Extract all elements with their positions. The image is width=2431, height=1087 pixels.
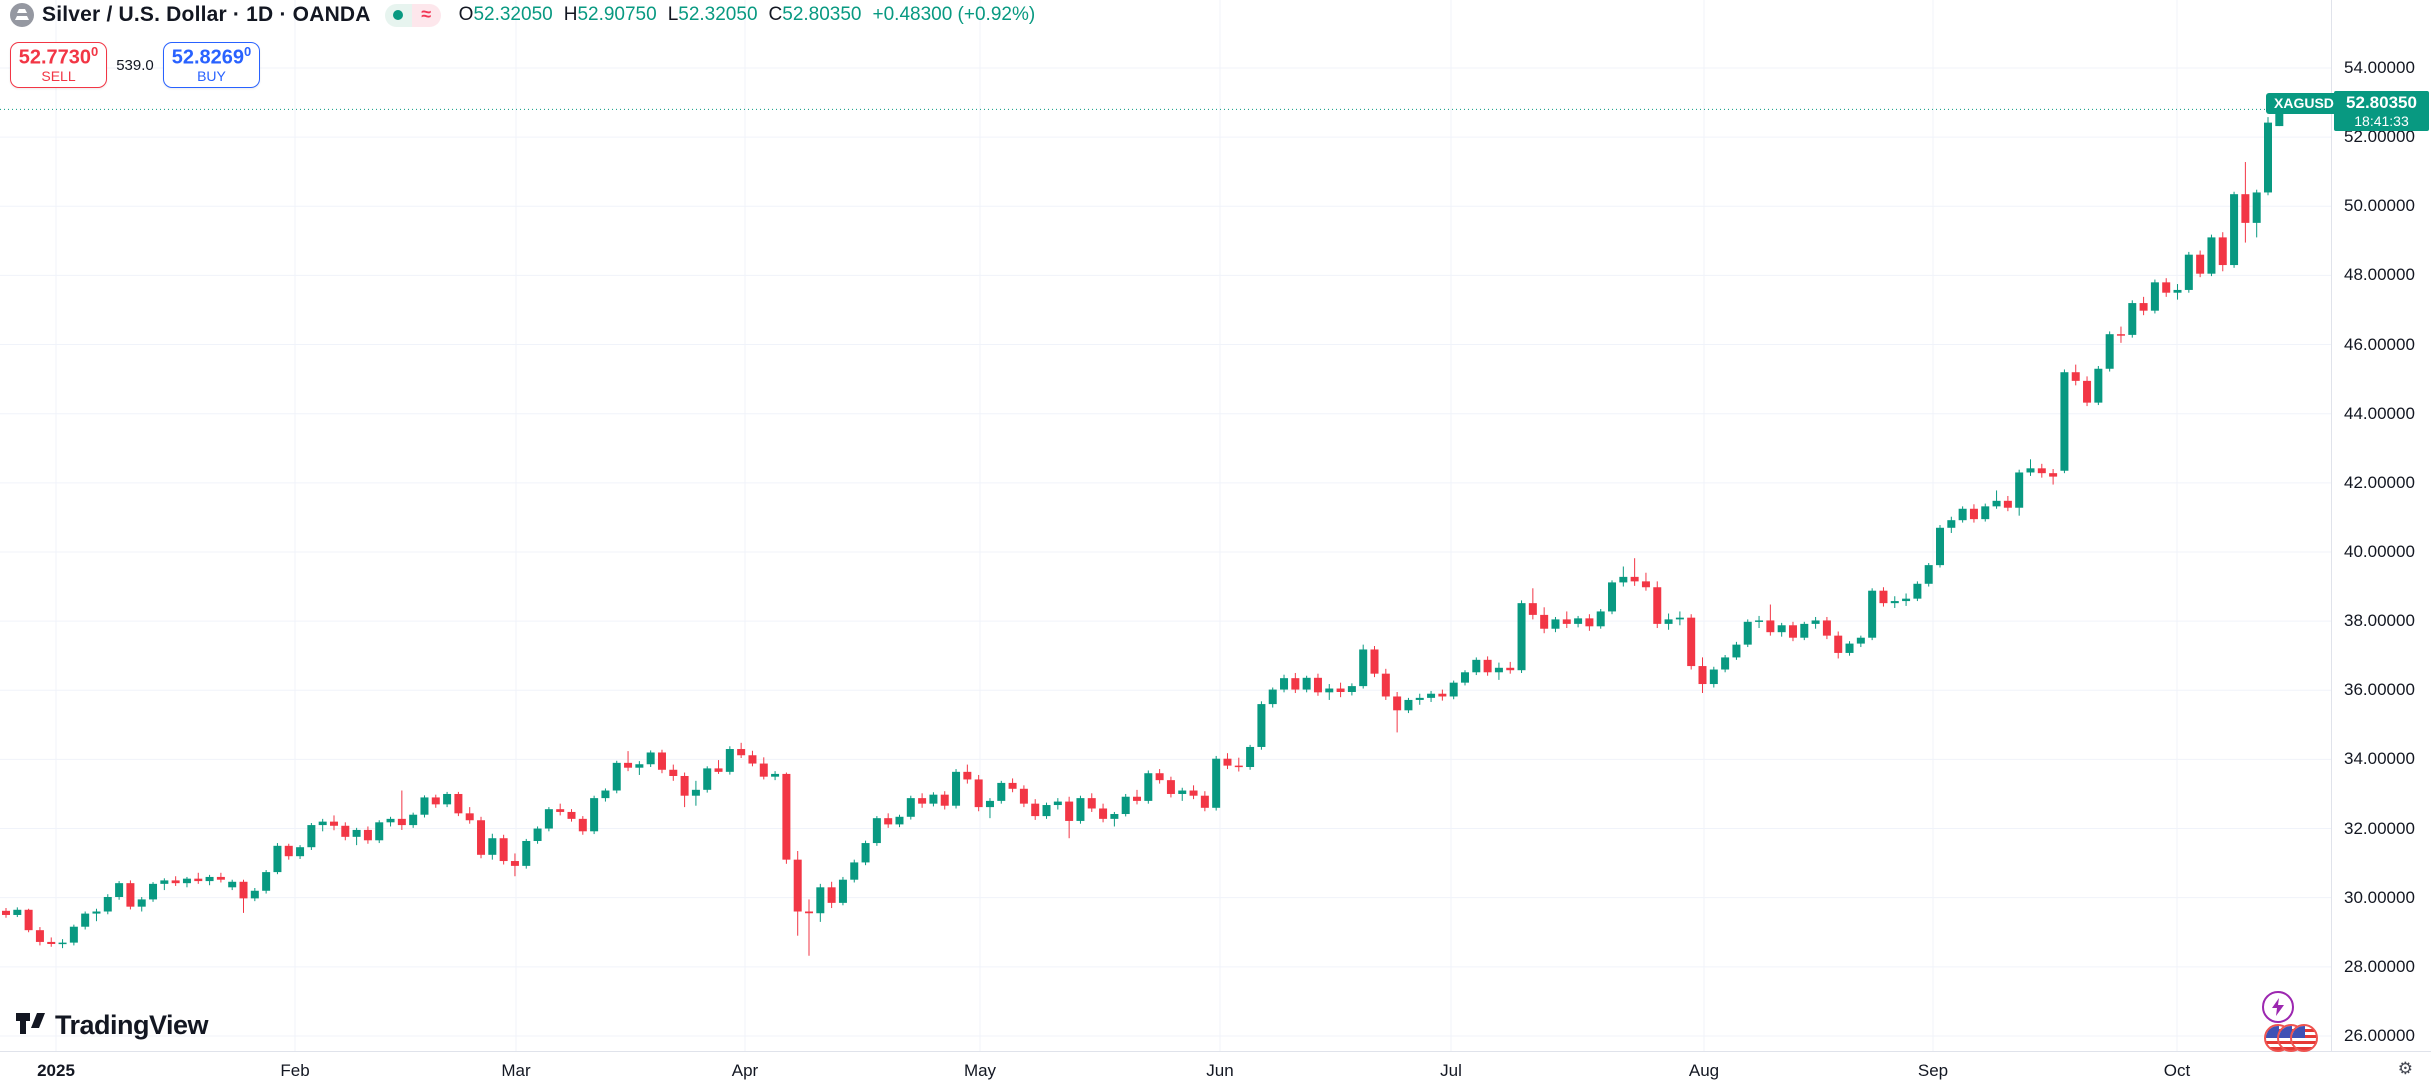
- time-tick: May: [963, 1061, 997, 1080]
- trade-panel: 52.77300 SELL 539.0 52.82690 BUY: [10, 42, 260, 88]
- price-tick: 54.00000: [2344, 58, 2415, 77]
- price-tick: 36.00000: [2344, 680, 2415, 700]
- close-value: C52.80350: [768, 4, 862, 25]
- spread-value: 539.0: [116, 56, 154, 74]
- price-tick: 32.00000: [2344, 818, 2415, 838]
- bar-countdown: 18:41:33: [2354, 113, 2409, 130]
- time-tick: 2025: [37, 1061, 75, 1080]
- instant-trading-bolt-icon[interactable]: [2262, 991, 2294, 1023]
- time-tick: Apr: [731, 1061, 759, 1080]
- last-price-label: 52.80350 18:41:33: [2334, 91, 2429, 132]
- time-tick: Aug: [1688, 1061, 1720, 1080]
- us-flag-icon: [2290, 1024, 2318, 1052]
- price-tick: 44.00000: [2344, 403, 2415, 423]
- sell-button[interactable]: 52.77300 SELL: [10, 42, 107, 88]
- price-tick: 26.00000: [2344, 1025, 2415, 1045]
- open-value: O52.32050: [458, 4, 553, 25]
- price-tick: 50.00000: [2344, 196, 2415, 216]
- price-axis[interactable]: 54.00000 52.00000 50.00000 48.00000 46.00000…: [2331, 0, 2431, 1051]
- tradingview-logo-icon: [16, 1013, 45, 1034]
- price-tick: 30.00000: [2344, 887, 2415, 907]
- price-tick: 38.00000: [2344, 611, 2415, 631]
- candlestick-chart[interactable]: [0, 0, 2331, 1051]
- time-tick: Sep: [1917, 1061, 1949, 1080]
- market-open-dot-icon[interactable]: [384, 3, 412, 27]
- price-tick: 48.00000: [2344, 265, 2415, 285]
- axis-settings-gear-icon[interactable]: ⚙: [2397, 1059, 2413, 1078]
- price-tick: 40.00000: [2344, 541, 2415, 561]
- price-tick: 52.00000: [2344, 127, 2415, 147]
- tradingview-logo[interactable]: TradingView: [16, 1010, 209, 1041]
- silver-symbol-icon[interactable]: [10, 3, 34, 27]
- price-tick: 46.00000: [2344, 334, 2415, 354]
- symbol-title[interactable]: Silver / U.S. Dollar · 1D · OANDA: [42, 3, 371, 26]
- time-axis[interactable]: ⚙ 2025 Feb Mar Apr May Jun Jul Aug Sep Oct: [0, 1051, 2431, 1087]
- price-tick: 34.00000: [2344, 749, 2415, 769]
- time-tick: Jul: [1440, 1061, 1462, 1080]
- buy-button[interactable]: 52.82690 BUY: [163, 42, 260, 88]
- economic-events-flags[interactable]: [2264, 1024, 2318, 1052]
- time-tick: Jun: [1206, 1061, 1234, 1080]
- price-tick: 28.00000: [2344, 956, 2415, 976]
- time-tick: Feb: [280, 1061, 310, 1080]
- time-tick: Mar: [501, 1061, 531, 1080]
- status-pills: ≈: [384, 3, 441, 27]
- delayed-data-icon[interactable]: ≈: [411, 3, 441, 27]
- chart-header: Silver / U.S. Dollar · 1D · OANDA ≈ O52.…: [10, 3, 1035, 27]
- time-tick: Oct: [2163, 1061, 2191, 1080]
- last-price-symbol-tag: XAGUSD: [2266, 93, 2342, 115]
- change-value: +0.48300 (+0.92%): [872, 4, 1036, 25]
- high-value: H52.90750: [563, 4, 657, 25]
- price-tick: 42.00000: [2344, 472, 2415, 492]
- ohlc-values: O52.32050 H52.90750 L52.32050 C52.80350 …: [459, 4, 1036, 26]
- low-value: L52.32050: [667, 4, 758, 25]
